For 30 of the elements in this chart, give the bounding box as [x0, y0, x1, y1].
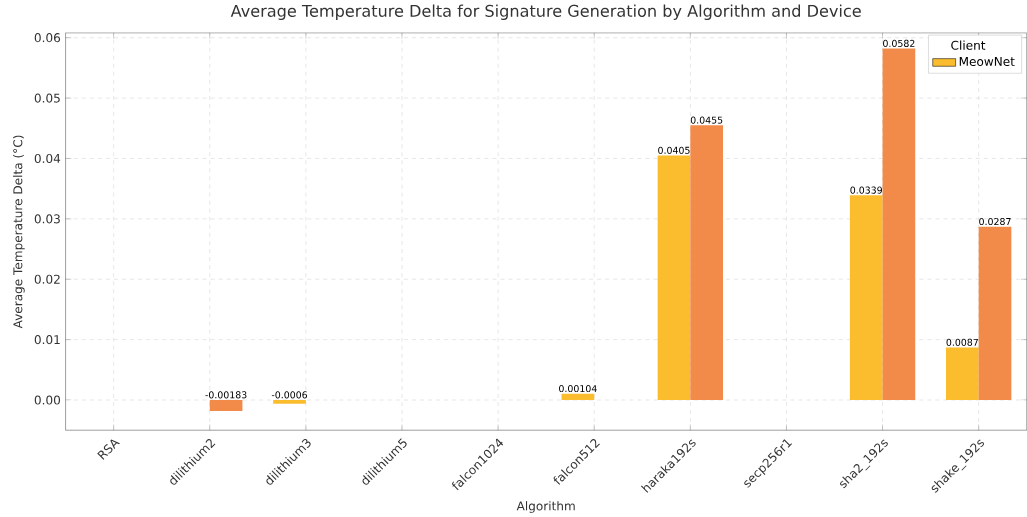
bar	[882, 48, 916, 400]
data-label: 0.0455	[690, 116, 723, 124]
y-tick-label: 0.02	[34, 274, 60, 284]
data-label: 0.0287	[979, 217, 1011, 225]
legend-label: MeowNet	[959, 56, 1015, 66]
data-label: -0.00183	[205, 391, 247, 399]
data-label: 0.00104	[559, 384, 597, 392]
data-label: 0.0405	[658, 146, 690, 154]
legend-title: Client	[951, 40, 986, 50]
data-label: 0.0339	[850, 186, 882, 194]
bar	[978, 226, 1012, 400]
y-axis-title: Average Temperature Delta (°C)	[13, 135, 25, 329]
bar	[209, 399, 243, 411]
bar	[273, 399, 306, 404]
y-tick-label: 0.01	[34, 334, 60, 345]
x-axis-title: Algorithm	[516, 500, 575, 513]
y-tick-label: 0.06	[34, 32, 61, 43]
data-label: 0.0582	[883, 39, 915, 47]
data-label: -0.0006	[271, 391, 308, 399]
y-tick-label: 0.00	[34, 395, 61, 405]
y-tick-label: 0.04	[34, 153, 61, 163]
bar	[561, 393, 595, 400]
data-label: 0.0087	[946, 338, 978, 346]
bar	[690, 125, 724, 400]
y-tick-label: 0.05	[34, 93, 60, 103]
bar	[946, 347, 979, 400]
bar	[657, 155, 691, 400]
bar	[849, 195, 883, 400]
y-tick-label: 0.03	[34, 214, 60, 224]
chart-title: Average Temperature Delta for Signature Generation by Algorithm and Device	[230, 4, 861, 20]
